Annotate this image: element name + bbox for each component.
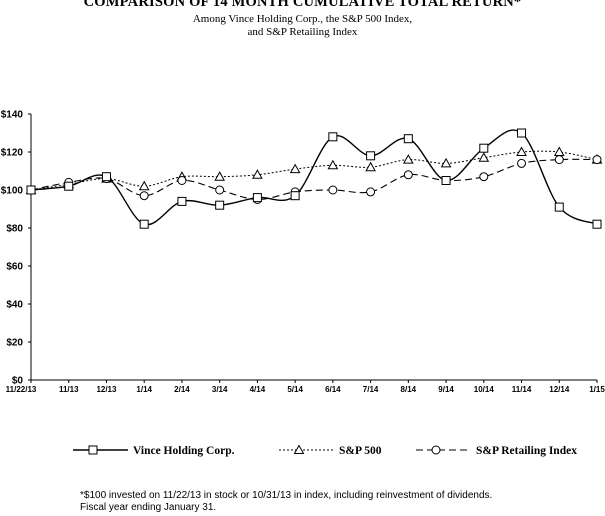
legend-label: Vince Holding Corp. <box>133 445 235 457</box>
data-point <box>252 193 262 203</box>
data-point <box>214 171 226 181</box>
x-tick-label: 7/14 <box>363 385 379 394</box>
chart-series <box>25 128 603 229</box>
series-vince-holding-corp <box>26 128 602 229</box>
data-point <box>479 143 489 153</box>
data-point <box>440 157 452 168</box>
data-point <box>327 159 339 170</box>
x-tick-label: 6/14 <box>325 385 341 394</box>
x-tick-label: 11/13 <box>59 385 79 394</box>
footnote-line-1: *$100 invested on 11/22/13 in stock or 1… <box>80 490 493 501</box>
data-point <box>101 172 111 182</box>
data-point <box>516 146 527 156</box>
series-s-p-500 <box>25 146 603 194</box>
data-point <box>554 155 564 165</box>
footnote: *$100 invested on 11/22/13 in stock or 1… <box>80 490 492 514</box>
data-point <box>517 128 527 138</box>
y-tick-label: $140 <box>1 110 24 121</box>
subtitle-line-1: Among Vince Holding Corp., the S&P 500 I… <box>192 13 413 25</box>
x-tick-label: 9/14 <box>438 385 454 394</box>
y-tick-label: $20 <box>6 338 23 349</box>
x-tick-label: 11/22/13 <box>6 385 37 394</box>
y-tick-label: $100 <box>1 186 24 197</box>
data-point <box>328 132 338 142</box>
x-axis-ticks: 11/22/13 11/13 12/13 1/14 2/14 3/14 4/14 5/14 6/… <box>6 380 605 394</box>
y-tick-label: $120 <box>1 148 24 159</box>
data-point <box>328 185 338 195</box>
legend-marker <box>293 444 305 454</box>
x-tick-label: 1/15 <box>589 385 605 394</box>
data-point <box>26 185 36 195</box>
x-tick-label: 12/14 <box>549 385 570 394</box>
legend-item: Vince Holding Corp. <box>73 445 235 457</box>
x-tick-label: 1/14 <box>136 385 152 394</box>
data-point <box>177 196 187 206</box>
series-s-p-retailing-index <box>26 155 602 204</box>
data-point <box>553 146 565 156</box>
chart-title: COMPARISON OF 14 MONTH CUMULATIVE TOTAL … <box>83 0 522 10</box>
chart-axes <box>30 114 597 381</box>
x-tick-label: 5/14 <box>287 385 303 394</box>
series-line <box>30 129 598 226</box>
data-point <box>289 163 301 174</box>
data-point <box>290 191 300 201</box>
data-point <box>64 181 74 191</box>
x-tick-label: 4/14 <box>250 385 266 394</box>
footnote-line-2: Fiscal year ending January 31. <box>80 502 217 513</box>
data-point <box>139 219 149 229</box>
series-line <box>30 158 598 201</box>
chart-legend: Vince Holding Corp. S&P 500 S&P Retailing … <box>73 444 577 457</box>
data-point <box>365 161 376 172</box>
legend-marker <box>88 445 98 455</box>
series-line <box>30 150 598 191</box>
x-tick-label: 10/14 <box>474 385 495 394</box>
data-point <box>215 185 225 195</box>
y-axis-ticks: $0 $20 $40 $60 $80 $100 $120 $140 <box>1 110 31 387</box>
data-point <box>478 152 490 162</box>
y-tick-label: $60 <box>6 262 23 273</box>
x-tick-label: 12/13 <box>96 385 117 394</box>
data-point <box>479 172 489 182</box>
subtitle-line-2: and S&P Retailing Index <box>247 26 358 38</box>
data-point <box>403 134 413 144</box>
data-point <box>139 191 149 201</box>
chart-subtitle: Among Vince Holding Corp., the S&P 500 I… <box>0 13 605 39</box>
data-point <box>138 180 150 191</box>
data-point <box>592 219 602 229</box>
y-tick-label: $40 <box>6 300 23 311</box>
legend-label: S&P 500 <box>339 445 382 457</box>
legend-label: S&P Retailing Index <box>476 445 577 457</box>
data-point <box>592 155 602 165</box>
y-tick-label: $80 <box>6 224 23 235</box>
data-point <box>215 200 225 210</box>
x-tick-label: 11/14 <box>512 385 532 394</box>
y-tick-label: $0 <box>12 376 24 387</box>
legend-item: S&P Retailing Index <box>416 445 577 457</box>
data-point <box>554 202 564 212</box>
legend-item: S&P 500 <box>279 444 382 457</box>
legend-marker <box>431 445 441 455</box>
data-point <box>441 176 451 185</box>
data-point <box>252 169 263 179</box>
x-tick-label: 3/14 <box>212 385 228 394</box>
data-point <box>517 158 527 168</box>
data-point <box>366 151 376 161</box>
data-point <box>366 187 376 197</box>
data-point <box>177 176 187 185</box>
data-point <box>402 154 414 164</box>
x-tick-label: 8/14 <box>401 385 417 394</box>
data-point <box>403 170 413 180</box>
x-tick-label: 2/14 <box>174 385 190 394</box>
